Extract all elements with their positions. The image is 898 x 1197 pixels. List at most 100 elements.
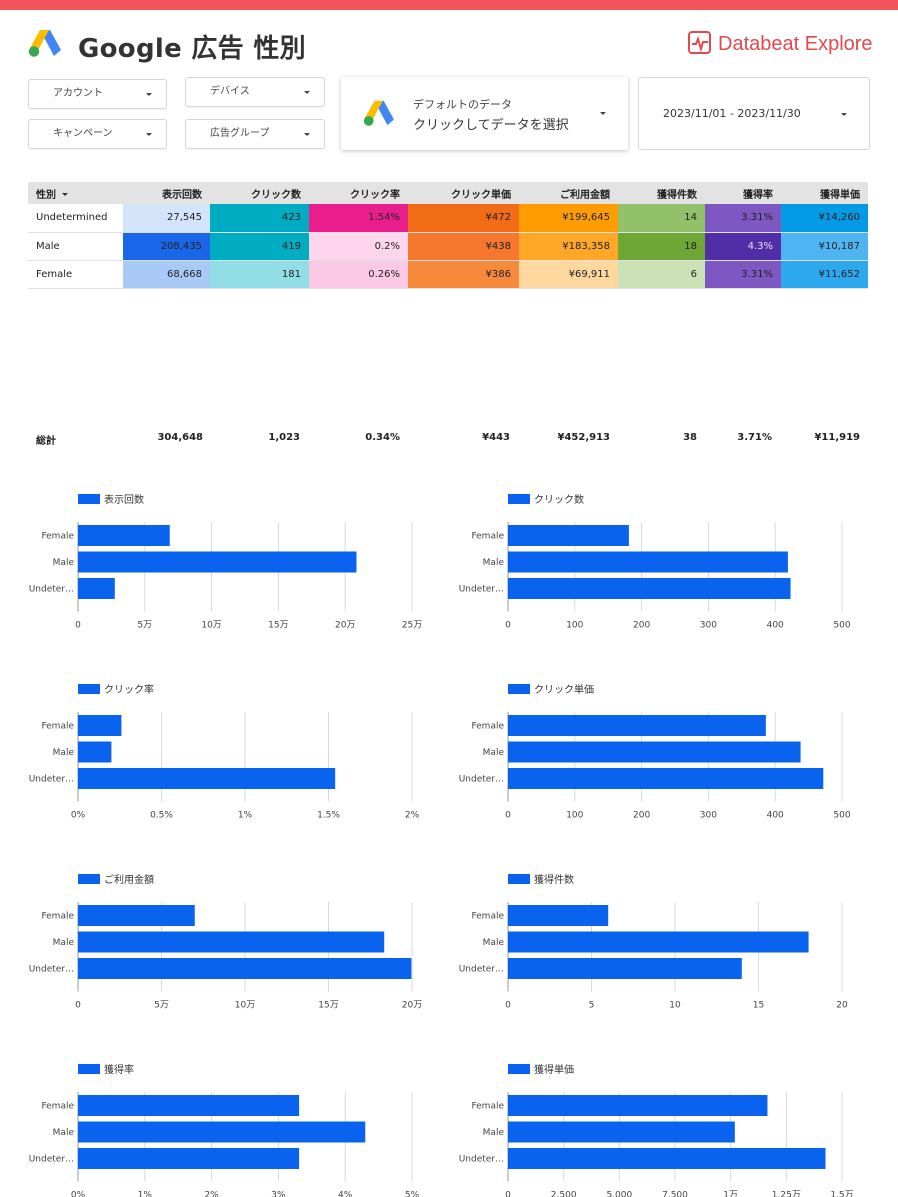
bar[interactable]: [508, 768, 824, 789]
column-header[interactable]: クリック率: [309, 182, 408, 204]
x-tick-label: 20: [836, 1001, 848, 1011]
metric-cell: 18: [618, 232, 705, 261]
column-header[interactable]: 獲得単価: [781, 182, 868, 204]
bar[interactable]: [508, 905, 609, 926]
metric-cell: ¥183,358: [519, 232, 618, 261]
gender-cell: Female: [28, 260, 123, 289]
column-header[interactable]: クリック数: [210, 182, 309, 204]
x-tick-label: 2,500: [551, 1191, 577, 1197]
x-tick-label: 1.5%: [317, 811, 340, 821]
bar[interactable]: [508, 741, 801, 763]
x-tick-label: 1万: [723, 1191, 738, 1197]
data-source-selector[interactable]: デフォルトのデータ クリックしてデータを選択: [341, 77, 628, 150]
x-tick-label: 0%: [71, 811, 86, 821]
y-category-label: Undeter…: [29, 775, 74, 785]
metric-cell: 14: [618, 204, 705, 233]
ad-group-filter-label: 広告グループ: [210, 128, 270, 139]
bar[interactable]: [78, 741, 112, 763]
column-header[interactable]: クリック単価: [408, 182, 519, 204]
chart-svg: クリック数 0 100 200 300 400 500 Female Male Undeter…: [459, 493, 851, 631]
column-header[interactable]: 獲得件数: [618, 182, 705, 204]
metric-cell: 423: [210, 204, 309, 233]
bar[interactable]: [78, 768, 336, 789]
bar[interactable]: [508, 578, 791, 599]
x-tick-label: 5: [589, 1001, 595, 1011]
bar[interactable]: [508, 525, 629, 546]
campaign-filter[interactable]: キャンペーン: [28, 119, 167, 149]
y-category-label: Male: [483, 558, 505, 568]
column-header[interactable]: 獲得率: [705, 182, 781, 204]
table-row[interactable]: Female 68,668 181 0.26% ¥386 ¥69,911 6 3.31% ¥11…: [28, 260, 868, 289]
bar[interactable]: [508, 958, 742, 979]
x-tick-label: 25万: [402, 621, 422, 631]
bar[interactable]: [78, 1121, 366, 1143]
bar-chart-0: 表示回数 0 5万 10万 15万 20万 25万 Female Male Undeter…: [28, 490, 423, 631]
bar-chart-1: クリック数 0 100 200 300 400 500 Female Male Undeter…: [458, 490, 851, 631]
bar-chart-7: 獲得単価 0 2,500 5,000 7,500 1万 1.25万 1.5万 Female Mal…: [458, 1060, 854, 1197]
x-tick-label: 0: [505, 811, 511, 821]
chart-svg: 獲得率 0% 1% 2% 3% 4% 5% Female Male Undeter…: [29, 1063, 420, 1197]
bar[interactable]: [78, 525, 170, 546]
column-header-gender[interactable]: 性別: [28, 182, 123, 204]
page-title: Google 広告 性別: [78, 34, 306, 64]
x-tick-label: 15万: [318, 1001, 338, 1011]
device-filter[interactable]: デバイス: [185, 77, 325, 107]
y-category-label: Male: [483, 748, 505, 758]
table-row[interactable]: Male 208,435 419 0.2% ¥438 ¥183,358 18 4.3% ¥10,…: [28, 232, 868, 261]
bar[interactable]: [78, 551, 357, 573]
x-tick-label: 500: [833, 811, 850, 821]
legend-label: 表示回数: [104, 493, 144, 506]
table-row[interactable]: Undetermined 27,545 423 1.54% ¥472 ¥199,645 14…: [28, 204, 868, 233]
total-value: 38: [683, 432, 697, 443]
gender-cell: Undetermined: [28, 204, 123, 233]
bar[interactable]: [78, 1148, 300, 1169]
total-value: ¥11,919: [814, 432, 860, 443]
x-tick-label: 0.5%: [150, 811, 173, 821]
x-tick-label: 500: [833, 621, 850, 631]
metric-cell: 181: [210, 260, 309, 289]
bar[interactable]: [508, 715, 766, 736]
bar[interactable]: [78, 905, 195, 926]
ad-group-filter[interactable]: 広告グループ: [185, 119, 325, 149]
bar[interactable]: [508, 1095, 768, 1116]
databeat-logo: Databeat Explore: [688, 30, 873, 58]
x-tick-label: 100: [566, 811, 583, 821]
x-tick-label: 20万: [335, 621, 355, 631]
total-value: 1,023: [268, 432, 300, 443]
legend-label: ご利用金額: [104, 873, 154, 886]
x-tick-label: 5万: [154, 1001, 169, 1011]
total-value: ¥443: [482, 432, 510, 443]
column-header[interactable]: ご利用金額: [519, 182, 618, 204]
account-filter[interactable]: アカウント: [28, 79, 167, 109]
metric-cell: 0.2%: [309, 232, 408, 261]
dropdown-caret-icon: [146, 133, 152, 136]
metric-cell: 4.3%: [705, 232, 781, 261]
total-value: 304,648: [157, 432, 203, 443]
chart-svg: 獲得単価 0 2,500 5,000 7,500 1万 1.25万 1.5万 Female Mal…: [459, 1063, 854, 1197]
bar-chart-5: 獲得件数 0 5 10 15 20 Female Male Undeter…: [458, 870, 848, 1011]
bar[interactable]: [78, 715, 122, 736]
column-header[interactable]: 表示回数: [123, 182, 210, 204]
bar[interactable]: [508, 931, 809, 953]
table-header-row: 性別 表示回数 クリック数 クリック率 クリック単価 ご利用金額 獲得件数 獲得…: [28, 182, 868, 204]
bar[interactable]: [508, 551, 788, 573]
bar[interactable]: [78, 931, 385, 953]
chart-svg: 表示回数 0 5万 10万 15万 20万 25万 Female Male Undeter…: [29, 493, 423, 631]
dropdown-caret-icon: [600, 112, 606, 115]
metric-cell: ¥386: [408, 260, 519, 289]
chart-svg: 獲得件数 0 5 10 15 20 Female Male Undeter…: [459, 873, 848, 1011]
bar-chart-2: クリック率 0% 0.5% 1% 1.5% 2% Female Male Undeter…: [28, 680, 420, 821]
bar[interactable]: [78, 958, 412, 979]
metric-cell: ¥10,187: [781, 232, 868, 261]
metric-cell: ¥199,645: [519, 204, 618, 233]
x-tick-label: 0%: [71, 1191, 86, 1197]
chart-svg: クリック単価 0 100 200 300 400 500 Female Male Undeter…: [459, 683, 851, 821]
bar[interactable]: [508, 1148, 826, 1169]
x-tick-label: 5万: [137, 621, 152, 631]
date-range-picker[interactable]: 2023/11/01 - 2023/11/30: [638, 77, 870, 150]
metric-cell: 3.31%: [705, 204, 781, 233]
bar[interactable]: [508, 1121, 735, 1143]
bar[interactable]: [78, 578, 115, 599]
y-category-label: Undeter…: [459, 1155, 504, 1165]
bar[interactable]: [78, 1095, 300, 1116]
